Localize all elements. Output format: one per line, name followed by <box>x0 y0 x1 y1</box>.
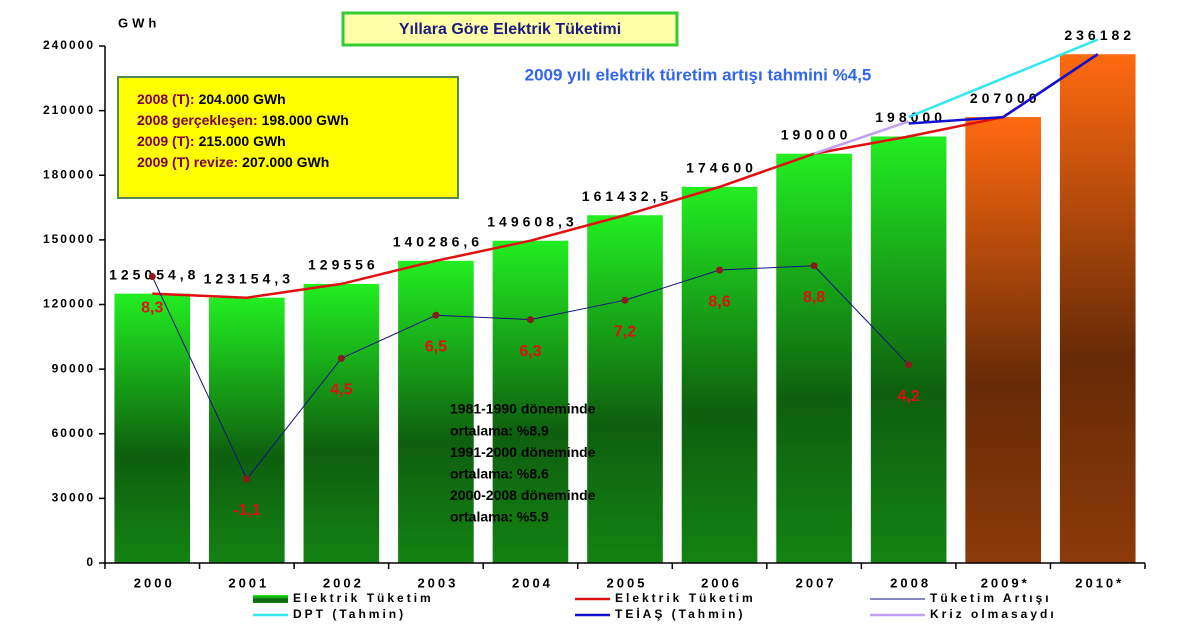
value-label: 129556 <box>308 257 379 273</box>
info-value: 204.000 GWh <box>199 91 286 107</box>
note-line: 1981-1990 döneminde <box>450 401 596 417</box>
y-tick-label: 120000 <box>43 297 95 311</box>
value-label: 190000 <box>781 126 852 142</box>
legend-swatch <box>253 595 288 603</box>
info-label: 2009 (T) revize: <box>137 154 238 170</box>
line <box>152 53 1099 299</box>
y-tick-label: 240000 <box>43 38 95 52</box>
x-tick-label: 2001 <box>228 575 269 590</box>
note-line: 2000-2008 döneminde <box>450 487 596 503</box>
value-label: 123154,3 <box>204 270 294 286</box>
value-label: -1,1 <box>233 502 261 519</box>
x-tick-label: 2010* <box>1075 575 1124 590</box>
value-label: 174600 <box>686 160 757 176</box>
chart-title: Yıllara Göre Elektrik Tüketimi <box>399 21 621 38</box>
legend-label: TEİAŞ (Tahmin) <box>615 606 745 621</box>
note-line: ortalama: %8.6 <box>450 466 549 482</box>
value-label: 236182 <box>1064 27 1135 43</box>
bar <box>1059 54 1136 563</box>
info-value: 198.000 GWh <box>262 112 349 128</box>
point <box>526 316 534 324</box>
value-label: 4,5 <box>330 382 352 399</box>
x-tick-label: 2000 <box>134 575 175 590</box>
point <box>148 272 156 280</box>
point <box>243 475 251 483</box>
subtitle: 2009 yılı elektrik türetim artışı tahmin… <box>525 65 872 84</box>
note-line: ortalama: %5.9 <box>450 509 549 525</box>
x-tick-label: 2007 <box>796 575 837 590</box>
legend-label: Elektrik Tüketim <box>293 591 434 605</box>
y-axis-label: GWh <box>118 15 160 30</box>
note-line: ortalama: %8.9 <box>450 422 549 438</box>
value-label: 7,2 <box>614 323 636 340</box>
bar <box>398 260 474 563</box>
y-tick-label: 150000 <box>43 232 95 246</box>
line <box>908 38 1099 119</box>
x-tick-label: 2008 <box>890 575 931 590</box>
info-label: 2008 gerçekleşen: <box>137 112 258 128</box>
bar <box>681 186 758 563</box>
value-label: 140286,6 <box>393 234 483 250</box>
x-tick-label: 2002 <box>323 575 364 590</box>
value-label: 149608,3 <box>487 213 577 229</box>
point <box>716 266 724 274</box>
bar <box>965 117 1041 564</box>
bar <box>776 153 852 564</box>
legend-label: Kriz olmasaydı <box>930 607 1057 621</box>
point <box>621 296 629 304</box>
y-tick-label: 210000 <box>43 103 95 117</box>
x-tick-label: 2006 <box>701 575 742 590</box>
bar <box>114 293 191 563</box>
info-line: 2009 (T) revize: 207.000 GWh <box>137 154 329 170</box>
bar <box>870 136 947 563</box>
bar <box>492 240 569 563</box>
x-tick-label: 2003 <box>417 575 458 590</box>
x-tick-label: 2009* <box>981 575 1030 590</box>
legend-label: Tüketim Artışı <box>930 591 1052 605</box>
info-line: 2009 (T): 215.000 GWh <box>137 133 286 149</box>
y-tick-label: 90000 <box>52 361 95 375</box>
legend-label: DPT (Tahmin) <box>293 607 406 621</box>
value-label: 6,5 <box>425 338 447 355</box>
info-label: 2009 (T): <box>137 133 195 149</box>
info-label: 2008 (T): <box>137 91 195 107</box>
info-value: 207.000 GWh <box>242 154 329 170</box>
note-line: 1991-2000 döneminde <box>450 444 596 460</box>
y-tick-label: 0 <box>86 555 95 569</box>
y-tick-label: 60000 <box>52 426 95 440</box>
info-value: 215.000 GWh <box>199 133 286 149</box>
title-box <box>341 11 679 47</box>
legend-label: Elektrik Tüketim <box>615 591 756 605</box>
value-label: 161432,5 <box>582 188 672 204</box>
point <box>432 311 440 319</box>
info-line: 2008 gerçekleşen: 198.000 GWh <box>137 112 349 128</box>
x-tick-label: 2004 <box>512 575 553 590</box>
value-label: 207000 <box>970 90 1041 106</box>
bar <box>303 283 380 563</box>
value-label: 4,2 <box>898 388 920 405</box>
info-line: 2008 (T): 204.000 GWh <box>137 91 286 107</box>
point <box>337 354 345 362</box>
value-label: 8,6 <box>708 293 730 310</box>
bar <box>209 297 285 563</box>
y-tick-label: 180000 <box>43 167 95 181</box>
line <box>813 120 910 155</box>
x-tick-label: 2005 <box>607 575 648 590</box>
value-label: 8,3 <box>141 300 163 317</box>
plot <box>114 54 1136 564</box>
value-label: 8,8 <box>803 289 825 306</box>
info-box <box>117 76 459 199</box>
point <box>905 361 913 369</box>
y-tick-label: 30000 <box>52 491 95 505</box>
line <box>908 53 1099 125</box>
point <box>810 262 818 270</box>
bar <box>587 215 663 563</box>
value-label: 6,3 <box>519 343 541 360</box>
